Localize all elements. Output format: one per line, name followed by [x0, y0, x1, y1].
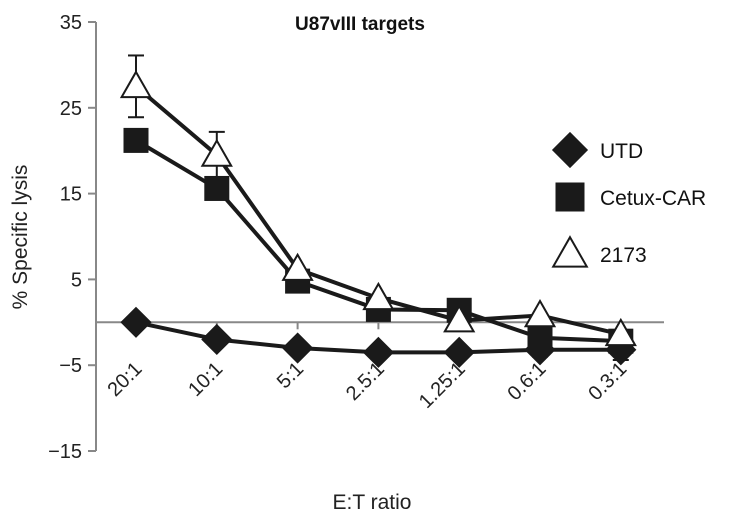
legend-item: 2173 [551, 235, 647, 268]
data-point [204, 175, 230, 201]
x-axis-title: E:T ratio [333, 491, 412, 514]
x-tick-label: 0.3:1 [584, 358, 631, 405]
data-point [281, 252, 314, 281]
legend-marker [551, 235, 589, 268]
x-tick-label: 20:1 [103, 358, 146, 401]
x-tick-label: 10:1 [184, 358, 227, 401]
data-point [443, 336, 475, 368]
data-point [362, 281, 395, 311]
data-point [123, 127, 149, 153]
x-tick-label: 5:1 [273, 358, 308, 393]
x-tick-label: 0.6:1 [504, 358, 551, 405]
data-point [604, 317, 637, 347]
data-point [527, 325, 553, 351]
y-axis-title: % Specific lysis [9, 165, 32, 310]
data-point [523, 299, 557, 328]
data-point [120, 306, 152, 338]
legend-item: Cetux-CAR [555, 182, 706, 212]
y-tick-label: −15 [48, 441, 82, 463]
data-point [282, 332, 314, 364]
y-tick-label: 25 [60, 98, 82, 120]
y-tick-label: −5 [59, 355, 82, 377]
data-point [119, 69, 153, 99]
series-layer [119, 54, 637, 368]
data-point [443, 304, 476, 333]
y-tick-label: 35 [60, 12, 82, 34]
x-tick-label: 2.5:1 [342, 358, 389, 405]
legend-label: Cetux-CAR [600, 187, 706, 210]
series-2173 [119, 54, 637, 347]
data-point [201, 323, 233, 356]
legend-label: 2173 [600, 244, 647, 267]
legend-item: UTD [551, 131, 643, 169]
legend-marker [551, 131, 589, 169]
y-tick-label: 5 [71, 269, 82, 291]
data-point [362, 336, 394, 368]
data-point [200, 138, 233, 167]
legend: UTD Cetux-CAR 2173 [551, 131, 706, 268]
x-tick-label: 1.25:1 [415, 358, 470, 413]
chart-title: U87vIII targets [295, 14, 425, 35]
legend-label: UTD [600, 140, 643, 163]
y-tick-label: 15 [60, 184, 82, 206]
legend-marker [555, 182, 585, 212]
